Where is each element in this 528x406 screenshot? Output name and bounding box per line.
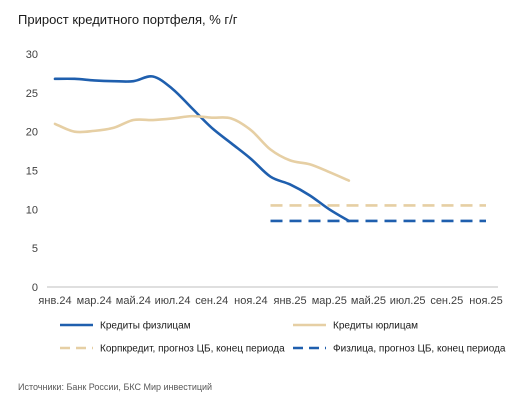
x-tick-label: янв.24 — [38, 295, 71, 307]
series-line-retail — [53, 75, 351, 223]
legend-item-retail-forecast: Физлица, прогноз ЦБ, конец периода — [293, 344, 506, 355]
y-tick-label: 20 — [26, 127, 38, 139]
x-tick-label: май.25 — [351, 295, 386, 307]
series-line-corporate — [53, 114, 351, 182]
y-tick-label: 0 — [32, 282, 38, 294]
legend-label: Кредиты физлицам — [100, 320, 191, 332]
y-tick-label: 25 — [26, 88, 38, 100]
chart-title: Прирост кредитного портфеля, % г/г — [18, 12, 238, 27]
x-tick-label: мар.24 — [77, 295, 112, 307]
x-tick-label: ноя.24 — [234, 295, 267, 307]
x-tick-label: ноя.25 — [469, 295, 502, 307]
y-tick-label: 10 — [26, 204, 38, 216]
legend-label: Корпкредит, прогноз ЦБ, конец периода — [100, 344, 285, 355]
legend-label: Физлица, прогноз ЦБ, конец периода — [333, 344, 506, 355]
legend-item-corporate-forecast: Корпкредит, прогноз ЦБ, конец периода — [60, 344, 285, 355]
x-tick-label: май.24 — [116, 295, 151, 307]
x-tick-label: сен.24 — [195, 295, 228, 307]
legend-item-retail: Кредиты физлицам — [60, 320, 191, 332]
y-tick-label: 5 — [32, 243, 38, 255]
y-tick-label: 15 — [26, 166, 38, 178]
y-tick-label: 30 — [26, 49, 38, 61]
x-tick-label: мар.25 — [312, 295, 347, 307]
x-tick-label: июл.25 — [390, 295, 426, 307]
legend-label: Кредиты юрлицам — [333, 321, 418, 332]
source-note: Источники: Банк России, БКС Мир инвестиц… — [18, 382, 213, 392]
x-tick-label: июл.24 — [155, 295, 191, 307]
x-tick-label: сен.25 — [430, 295, 463, 307]
legend-item-corporate: Кредиты юрлицам — [293, 321, 418, 332]
x-tick-label: янв.25 — [274, 295, 307, 307]
